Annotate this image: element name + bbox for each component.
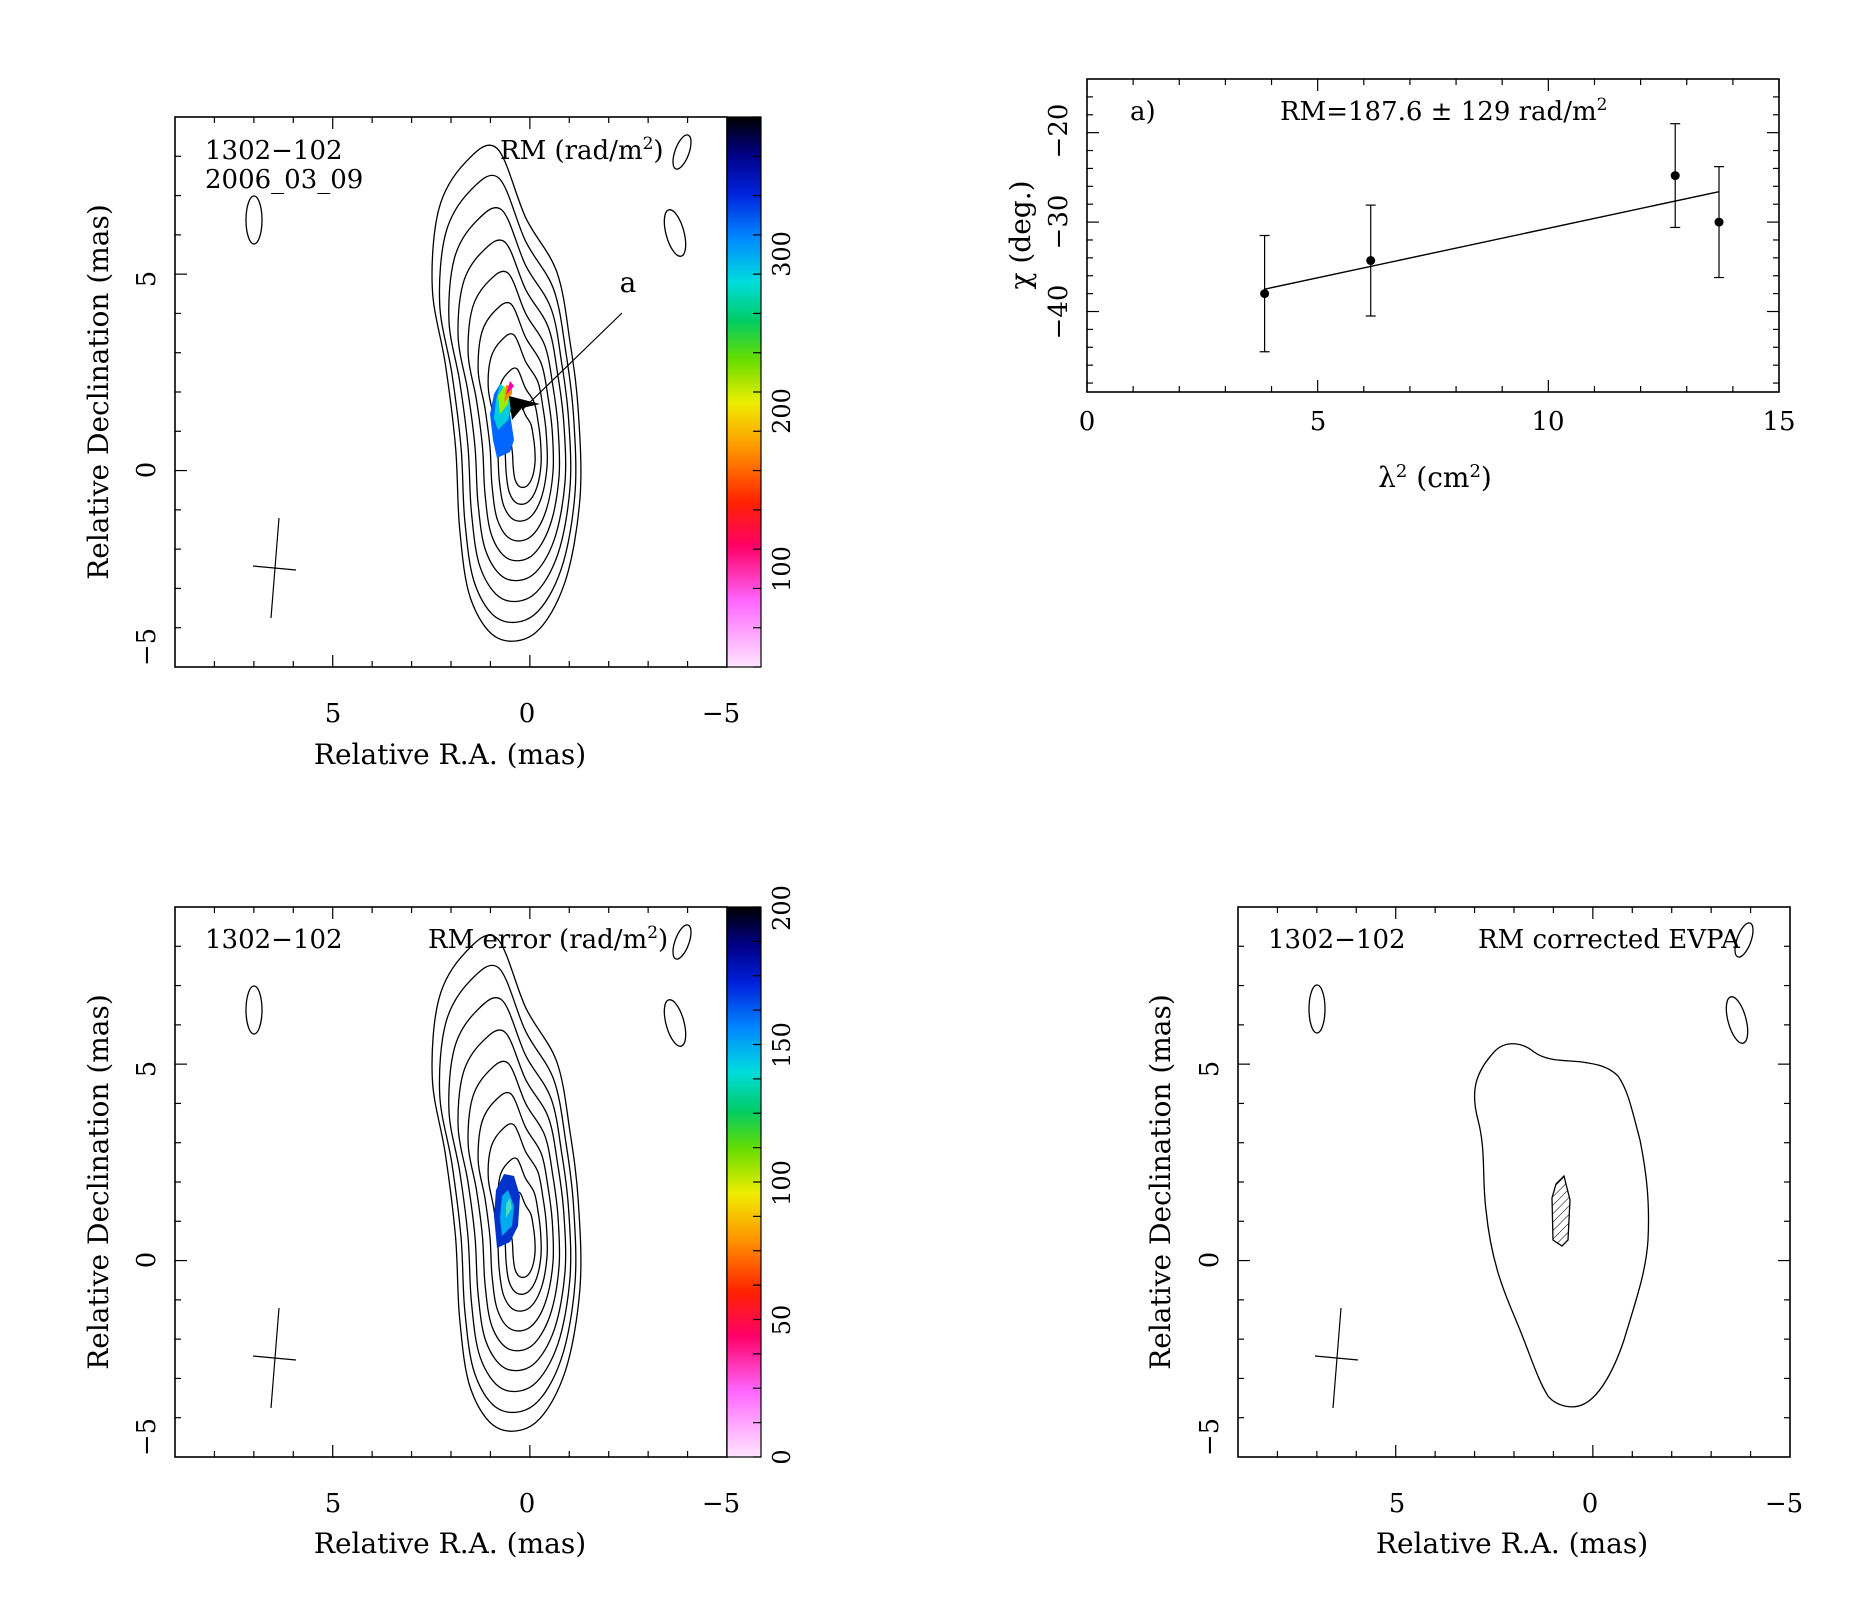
y-tick-0: 0 bbox=[1195, 1252, 1225, 1269]
fit-x-tick-15: 15 bbox=[1762, 407, 1795, 437]
fit-x-tick-10: 10 bbox=[1531, 407, 1564, 437]
colorbar-tick-200: 200 bbox=[768, 885, 796, 931]
y-tick-5: 5 bbox=[132, 271, 162, 288]
data-point-4 bbox=[1714, 217, 1724, 227]
fit-line bbox=[1264, 190, 1720, 290]
fit-x-tick-0: 0 bbox=[1079, 407, 1096, 437]
data-point-1 bbox=[1260, 289, 1270, 299]
rm-fit-panel: a) RM=187.6 ± 129 rad/m2 0 5 10 15 −40 −… bbox=[1004, 78, 1796, 494]
side-contour-right bbox=[1725, 996, 1749, 1044]
rm-value-text: RM=187.6 ± 129 rad/m2 bbox=[1280, 95, 1607, 127]
evpa-title: RM corrected EVPA bbox=[1478, 925, 1741, 955]
colorbar-tick-50: 50 bbox=[768, 1305, 796, 1336]
y-tick-5: 5 bbox=[132, 1061, 162, 1078]
side-contour-right bbox=[663, 999, 687, 1047]
x-tick-minus5: −5 bbox=[1765, 1489, 1803, 1519]
colorbar-tick-300: 300 bbox=[768, 231, 796, 277]
fit-plot-frame bbox=[1086, 78, 1780, 393]
rm-error-color-patch bbox=[494, 1174, 520, 1248]
outer-contour bbox=[1473, 1043, 1650, 1408]
fit-x-axis-label: λ2 (cm2) bbox=[1378, 461, 1492, 494]
contour-level-3 bbox=[448, 207, 572, 603]
source-name: 1302−102 bbox=[205, 925, 343, 955]
x-tick-0: 0 bbox=[519, 699, 536, 729]
x-tick-minus5: −5 bbox=[702, 1489, 740, 1519]
x-axis-label: Relative R.A. (mas) bbox=[1376, 1527, 1648, 1560]
evpa-map-ticks bbox=[1238, 907, 1790, 1457]
data-point-2 bbox=[1366, 256, 1376, 266]
contour-level-5 bbox=[467, 270, 561, 562]
contour-level-3 bbox=[448, 997, 572, 1393]
y-axis-label: Relative Declination (mas) bbox=[82, 994, 115, 1370]
colorbar-tick-150: 150 bbox=[768, 1022, 796, 1068]
rm-map-contours bbox=[245, 134, 692, 642]
side-contour-left bbox=[245, 195, 263, 245]
fit-y-tick-minus30: −30 bbox=[1044, 195, 1074, 250]
source-name: 1302−102 bbox=[1268, 925, 1406, 955]
colorbar-tick-0: 0 bbox=[768, 1449, 796, 1464]
contour-level-1 bbox=[431, 934, 582, 1432]
annotation-a: a bbox=[620, 266, 637, 299]
contour-level-2 bbox=[438, 174, 577, 624]
rm-error-map-contours bbox=[245, 924, 692, 1432]
rm-map-color-patch bbox=[490, 381, 540, 458]
evpa-hatched-region bbox=[1551, 1174, 1571, 1247]
y-tick-minus5: −5 bbox=[132, 628, 162, 666]
x-tick-minus5: −5 bbox=[702, 699, 740, 729]
contour-level-6 bbox=[477, 1091, 555, 1332]
contour-level-1 bbox=[431, 144, 582, 642]
fit-y-tick-minus20: −20 bbox=[1044, 104, 1074, 159]
colorbar-tick-100: 100 bbox=[768, 1160, 796, 1206]
x-axis-label: Relative R.A. (mas) bbox=[314, 1527, 586, 1560]
y-tick-0: 0 bbox=[132, 1252, 162, 1269]
y-axis-label: Relative Declination (mas) bbox=[82, 204, 115, 580]
evpa-map-panel: 1302−102 RM corrected EVPA 5 0 −5 −5 0 5… bbox=[1144, 906, 1803, 1560]
colorbar-tick-200: 200 bbox=[768, 388, 796, 434]
rm-error-map-panel: 1302−102 RM error (rad/m2) 5 0 −5 −5 0 5… bbox=[82, 885, 796, 1560]
beam-cross-4 bbox=[1314, 1307, 1359, 1409]
x-tick-0: 0 bbox=[519, 1489, 536, 1519]
side-contour-top-right bbox=[672, 134, 692, 170]
contour-level-7 bbox=[487, 1123, 549, 1312]
rm-map-title: RM (rad/m2) bbox=[500, 134, 664, 166]
side-contour-top-right bbox=[1734, 922, 1754, 958]
fit-plot-ticks bbox=[1086, 79, 1780, 392]
contour-level-7 bbox=[487, 333, 549, 522]
rm-map-panel: a 1302−102 2006_03_09 RM (rad/m2) 5 0 −5… bbox=[82, 116, 796, 771]
x-axis-label: Relative R.A. (mas) bbox=[314, 738, 586, 771]
y-tick-5: 5 bbox=[1195, 1061, 1225, 1078]
beam-cross-3 bbox=[252, 1307, 297, 1409]
contour-level-5 bbox=[467, 1060, 561, 1352]
y-tick-minus5: −5 bbox=[1195, 1418, 1225, 1456]
x-tick-5: 5 bbox=[1389, 1489, 1406, 1519]
rm-error-map-ticks bbox=[175, 906, 761, 1458]
side-contour-top-right bbox=[672, 924, 692, 960]
rm-map-ticks bbox=[175, 116, 761, 668]
x-tick-5: 5 bbox=[325, 1489, 342, 1519]
fit-y-axis-label: χ (deg.) bbox=[1004, 180, 1037, 289]
x-tick-0: 0 bbox=[1582, 1489, 1599, 1519]
y-tick-minus5: −5 bbox=[132, 1418, 162, 1456]
beam-cross-1 bbox=[252, 517, 297, 619]
colorbar-tick-100: 100 bbox=[768, 546, 796, 592]
contour-level-4 bbox=[457, 1029, 567, 1372]
fit-plot-data bbox=[1259, 123, 1725, 353]
side-contour-right bbox=[663, 209, 687, 257]
fit-x-tick-5: 5 bbox=[1310, 407, 1327, 437]
rm-error-title: RM error (rad/m2) bbox=[428, 923, 668, 955]
data-point-3 bbox=[1670, 171, 1680, 181]
panel-tag: a) bbox=[1130, 97, 1156, 127]
contour-level-2 bbox=[438, 964, 577, 1414]
evpa-map-frame bbox=[1237, 906, 1791, 1458]
side-contour-left bbox=[245, 985, 263, 1035]
contour-level-4 bbox=[457, 239, 567, 582]
source-name: 1302−102 bbox=[205, 136, 343, 166]
x-tick-5: 5 bbox=[325, 699, 342, 729]
y-axis-label: Relative Declination (mas) bbox=[1144, 994, 1177, 1370]
y-tick-0: 0 bbox=[132, 462, 162, 479]
observation-date: 2006_03_09 bbox=[205, 165, 363, 195]
side-contour-left bbox=[1308, 984, 1326, 1034]
fit-y-tick-minus40: −40 bbox=[1044, 285, 1074, 340]
